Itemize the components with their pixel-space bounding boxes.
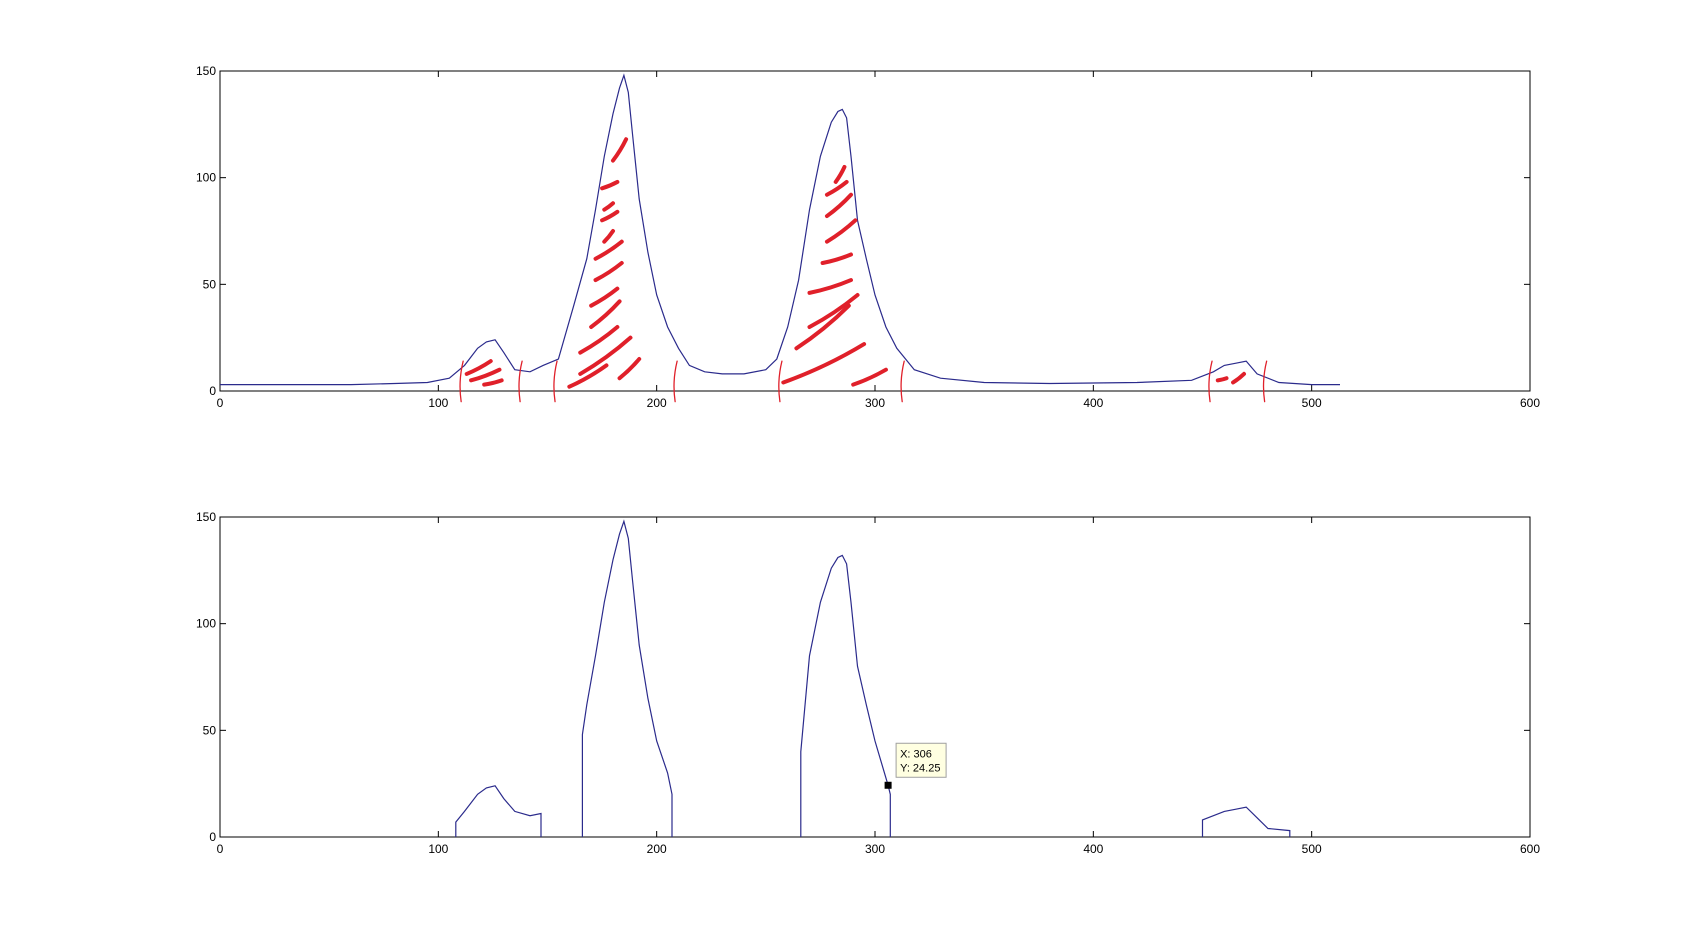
- red-hatch-stroke: [464, 359, 493, 376]
- top-axes-frame: [219, 70, 1531, 392]
- red-hatch-stroke: [807, 293, 860, 329]
- red-hatch-stroke: [833, 165, 847, 184]
- datatip-x-label: X: 306: [900, 748, 932, 760]
- red-hatch-stroke: [589, 286, 620, 308]
- bottom-axes-tick-labels: 0 100 200 300 400 500 600 0 50 100 150: [196, 510, 1540, 856]
- x-tick-label: 500: [1302, 842, 1322, 856]
- datatip[interactable]: X: 306 Y: 24.25: [884, 742, 947, 789]
- red-hatch-stroke: [567, 363, 609, 389]
- x-tick-label: 400: [1083, 396, 1103, 410]
- x-tick-label: 400: [1083, 842, 1103, 856]
- top-axes-tick-labels: 0 100 200 300 400 500 600 0 50 100 150: [196, 64, 1540, 410]
- red-boundary-mark: [459, 360, 464, 403]
- red-hatch-stroke: [600, 209, 620, 223]
- bottom-series-segment: [1201, 806, 1291, 837]
- y-tick-label: 150: [196, 64, 216, 78]
- y-tick-label: 100: [196, 617, 216, 631]
- top-axes-ticks: [219, 70, 1531, 392]
- red-hatch-stroke: [1231, 371, 1246, 385]
- red-hatch-stroke: [794, 303, 851, 351]
- red-boundary-mark: [673, 360, 678, 403]
- red-hatch-stroke: [617, 357, 642, 381]
- top-red-annotation-group: [459, 137, 1268, 403]
- red-hatch-stroke: [593, 261, 624, 283]
- datatip-marker[interactable]: [884, 781, 892, 789]
- red-boundary-mark: [1208, 360, 1213, 403]
- bottom-axes-frame: [219, 516, 1531, 838]
- red-hatch-stroke: [824, 218, 858, 244]
- red-hatch-stroke: [578, 325, 620, 355]
- red-hatch-stroke: [611, 137, 629, 163]
- bottom-series-group: [455, 519, 1291, 837]
- x-tick-label: 0: [217, 396, 224, 410]
- y-tick-label: 50: [203, 277, 217, 291]
- red-boundary-mark: [778, 360, 783, 403]
- x-tick-label: 200: [647, 396, 667, 410]
- y-tick-label: 0: [209, 384, 216, 398]
- red-hatch-stroke: [482, 378, 504, 387]
- top-series-line: [220, 73, 1340, 386]
- x-tick-label: 500: [1302, 396, 1322, 410]
- datatip-box: [895, 742, 947, 778]
- red-hatch-stroke: [602, 229, 615, 244]
- x-tick-label: 600: [1520, 396, 1540, 410]
- red-boundary-mark: [553, 360, 558, 403]
- top-axes[interactable]: 0 100 200 300 400 500 600 0 50 100 150: [196, 64, 1540, 410]
- x-tick-label: 200: [647, 842, 667, 856]
- red-hatch-stroke: [824, 192, 853, 219]
- red-hatch-stroke: [600, 179, 620, 191]
- red-boundary-mark: [518, 360, 523, 403]
- bottom-axes[interactable]: 0 100 200 300 400 500 600 0 50 100 150 X: 306 Y: 2…: [196, 510, 1540, 856]
- bottom-series-segment: [581, 519, 673, 837]
- red-hatch-stroke: [781, 342, 867, 385]
- datatip-y-label: Y: 24.25: [900, 762, 940, 774]
- red-hatch-stroke: [1215, 376, 1229, 383]
- x-tick-label: 0: [217, 842, 224, 856]
- red-hatch-stroke: [602, 201, 615, 212]
- red-hatch-stroke: [820, 252, 853, 265]
- red-hatch-stroke: [807, 278, 853, 295]
- x-tick-label: 300: [865, 396, 885, 410]
- top-series-group: [220, 73, 1340, 386]
- bottom-series-segment: [800, 554, 891, 837]
- red-hatch-stroke: [851, 367, 888, 387]
- y-tick-label: 0: [209, 830, 216, 844]
- x-tick-label: 600: [1520, 842, 1540, 856]
- red-hatch-stroke: [589, 299, 622, 329]
- x-tick-label: 100: [428, 842, 448, 856]
- red-hatch-stroke: [593, 239, 624, 261]
- y-tick-label: 50: [203, 723, 217, 737]
- y-tick-label: 100: [196, 171, 216, 185]
- red-hatch-stroke: [469, 367, 502, 383]
- y-tick-label: 150: [196, 510, 216, 524]
- red-hatch-stroke: [824, 179, 849, 197]
- red-hatch-stroke: [578, 335, 633, 376]
- x-tick-label: 100: [428, 396, 448, 410]
- bottom-axes-ticks: [219, 516, 1531, 838]
- bottom-series-segment: [455, 785, 542, 837]
- red-boundary-mark: [900, 360, 905, 403]
- red-boundary-mark: [1262, 360, 1268, 403]
- x-tick-label: 300: [865, 842, 885, 856]
